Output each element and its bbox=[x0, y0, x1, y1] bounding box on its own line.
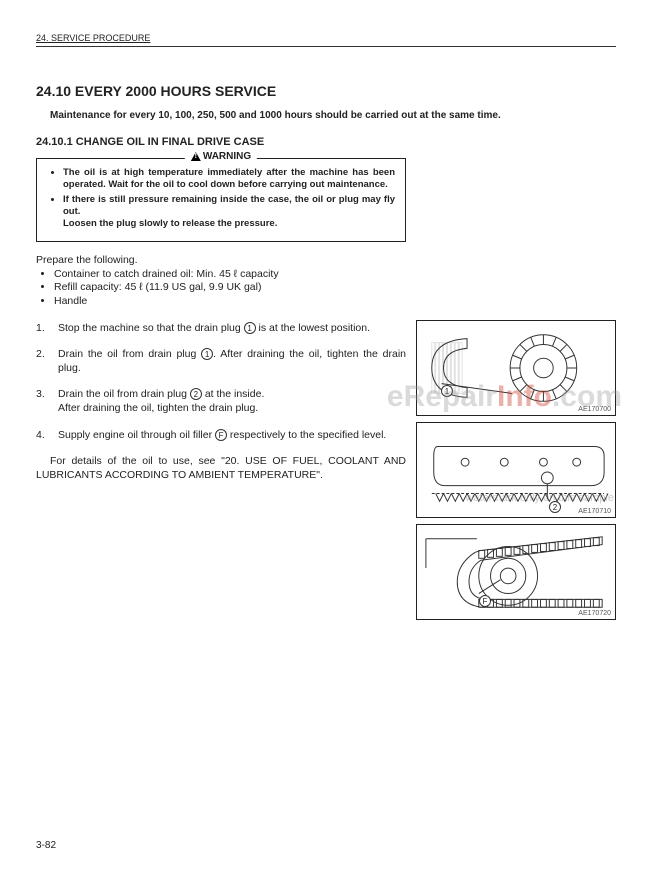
step-row: 4. Supply engine oil through oil filler F… bbox=[36, 428, 406, 442]
prepare-list: Container to catch drained oil: Min. 45 … bbox=[36, 268, 616, 309]
step-row: 1. Stop the machine so that the drain plu… bbox=[36, 321, 406, 335]
warning-list: The oil is at high temperature immediate… bbox=[51, 167, 395, 231]
figure-callout: 2 bbox=[549, 501, 561, 513]
step-row: 2. Drain the oil from drain plug 1. After… bbox=[36, 347, 406, 375]
figure: F AE170720 bbox=[416, 524, 616, 620]
header-section: 24. SERVICE PROCEDURE bbox=[36, 33, 150, 43]
section-title: 24.10 EVERY 2000 HOURS SERVICE bbox=[36, 83, 616, 99]
figure-callout: 1 bbox=[441, 385, 453, 397]
step-number: 1. bbox=[36, 321, 50, 335]
list-item: Container to catch drained oil: Min. 45 … bbox=[54, 268, 616, 282]
warning-label: WARNING bbox=[185, 151, 257, 162]
warning-icon bbox=[191, 152, 201, 161]
figures-column: 1 AE170700 2 AE170710 F AE170720 bbox=[416, 320, 616, 620]
callout-symbol: 2 bbox=[190, 388, 202, 400]
callout-symbol: 1 bbox=[244, 322, 256, 334]
figure: 2 AE170710 bbox=[416, 422, 616, 518]
subsection-title: 24.10.1 CHANGE OIL IN FINAL DRIVE CASE bbox=[36, 136, 616, 148]
list-item: Refill capacity: 45 ℓ (11.9 US gal, 9.9 … bbox=[54, 281, 616, 295]
step-body: Supply engine oil through oil filler F r… bbox=[58, 428, 406, 442]
steps-block: 1. Stop the machine so that the drain plu… bbox=[36, 321, 406, 442]
callout-symbol: 1 bbox=[201, 348, 213, 360]
figure-callout: F bbox=[479, 595, 491, 607]
warning-label-text: WARNING bbox=[203, 151, 251, 162]
warning-item: The oil is at high temperature immediate… bbox=[63, 167, 395, 192]
step-number: 2. bbox=[36, 347, 50, 375]
step-row: 3. Drain the oil from drain plug 2 at the… bbox=[36, 387, 406, 415]
page-number: 3-82 bbox=[36, 840, 56, 851]
page-header: 24. SERVICE PROCEDURE bbox=[36, 32, 616, 47]
figure-code: AE170720 bbox=[578, 610, 611, 617]
step-body: Drain the oil from drain plug 1. After d… bbox=[58, 347, 406, 375]
warning-item: If there is still pressure remaining ins… bbox=[63, 194, 395, 231]
callout-symbol: F bbox=[215, 429, 227, 441]
figure-code: AE170700 bbox=[578, 406, 611, 413]
warning-box: WARNING The oil is at high temperature i… bbox=[36, 158, 406, 242]
footnote: For details of the oil to use, see "20. … bbox=[36, 454, 406, 482]
intro-text: Maintenance for every 10, 100, 250, 500 … bbox=[36, 109, 616, 122]
figure: 1 AE170700 bbox=[416, 320, 616, 416]
prepare-label: Prepare the following. bbox=[36, 254, 616, 266]
step-number: 3. bbox=[36, 387, 50, 415]
list-item: Handle bbox=[54, 295, 616, 309]
step-body: Drain the oil from drain plug 2 at the i… bbox=[58, 387, 406, 415]
step-number: 4. bbox=[36, 428, 50, 442]
step-body: Stop the machine so that the drain plug … bbox=[58, 321, 406, 335]
figure-code: AE170710 bbox=[578, 508, 611, 515]
